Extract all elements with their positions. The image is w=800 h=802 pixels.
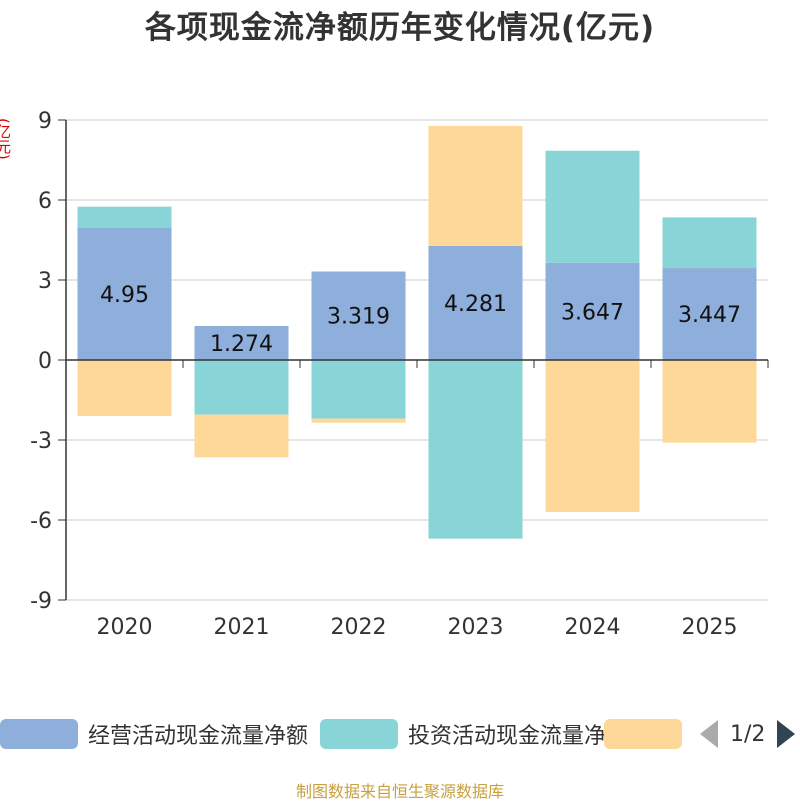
bar-segment-s1-2021 [194, 360, 289, 415]
legend-label-investing: 投资活动现金流量净额 [408, 724, 629, 749]
bar-segment-s1-2022 [311, 360, 406, 419]
x-tick-label: 2024 [565, 615, 621, 640]
bar-segment-s0-2020 [77, 228, 172, 360]
legend-item-third[interactable] [604, 714, 692, 754]
x-tick-label: 2021 [214, 615, 270, 640]
data-label: 3.319 [327, 305, 390, 330]
bar-segment-s2-2024 [545, 360, 640, 512]
legend: 经营活动现金流量净额 投资活动现金流量净额 [0, 714, 800, 754]
bar-segment-s2-2021 [194, 414, 289, 458]
y-tick-label: 0 [38, 349, 52, 374]
legend-pager: 1/2 [700, 714, 800, 754]
bar-segment-s2-2025 [662, 360, 757, 443]
legend-swatch-third [604, 719, 682, 749]
y-tick-label: 9 [38, 109, 52, 134]
bar-segment-s1-2020 [77, 206, 172, 228]
legend-swatch-operating [0, 719, 78, 749]
y-tick-label: 6 [38, 189, 52, 214]
x-tick-label: 2020 [97, 615, 153, 640]
legend-item-investing[interactable]: 投资活动现金流量净额 [320, 714, 628, 754]
bar-segment-s1-2024 [545, 150, 640, 263]
bar-segment-s2-2020 [77, 360, 172, 416]
x-tick-label: 2025 [682, 615, 738, 640]
bar-segment-s2-2022 [311, 418, 406, 423]
data-label: 3.447 [678, 303, 741, 328]
bar-segment-s0-2022 [311, 271, 406, 360]
bar-segment-s0-2025 [662, 268, 757, 360]
legend-next-icon[interactable] [777, 720, 796, 748]
y-tick-label: -3 [30, 429, 52, 454]
legend-page-indicator: 1/2 [730, 721, 766, 747]
legend-label-operating: 经营活动现金流量净额 [88, 724, 309, 749]
bar-segment-s1-2023 [428, 360, 523, 539]
y-tick-label: -6 [30, 509, 52, 534]
x-tick-label: 2023 [448, 615, 504, 640]
bar-segment-s0-2023 [428, 245, 523, 360]
chart-canvas: 9 6 3 0 -3 -6 -9 4.95 2020 1.274 2021 3.319 2022 4.28… [30, 109, 769, 640]
data-label: 4.95 [100, 283, 149, 308]
y-tick-label: 3 [38, 269, 52, 294]
bar-segment-s2-2023 [428, 125, 523, 246]
legend-item-operating[interactable]: 经营活动现金流量净额 [0, 714, 308, 754]
legend-prev-icon[interactable] [700, 720, 718, 748]
legend-swatch-investing [320, 719, 398, 749]
y-axis-unit-label: (亿元) [0, 118, 12, 160]
x-tick-label: 2022 [331, 615, 387, 640]
y-tick-label: -9 [30, 589, 52, 614]
bar-segment-s0-2024 [545, 262, 640, 360]
bar-segment-s1-2025 [662, 217, 757, 269]
data-label: 3.647 [561, 300, 624, 325]
data-label: 4.281 [444, 292, 507, 317]
data-label: 1.274 [210, 332, 273, 357]
data-source-footer: 制图数据来自恒生聚源数据库 [295, 782, 504, 801]
bar-segment-s0-2021 [194, 326, 289, 360]
chart-title: 各项现金流净额历年变化情况(亿元) [144, 10, 656, 46]
